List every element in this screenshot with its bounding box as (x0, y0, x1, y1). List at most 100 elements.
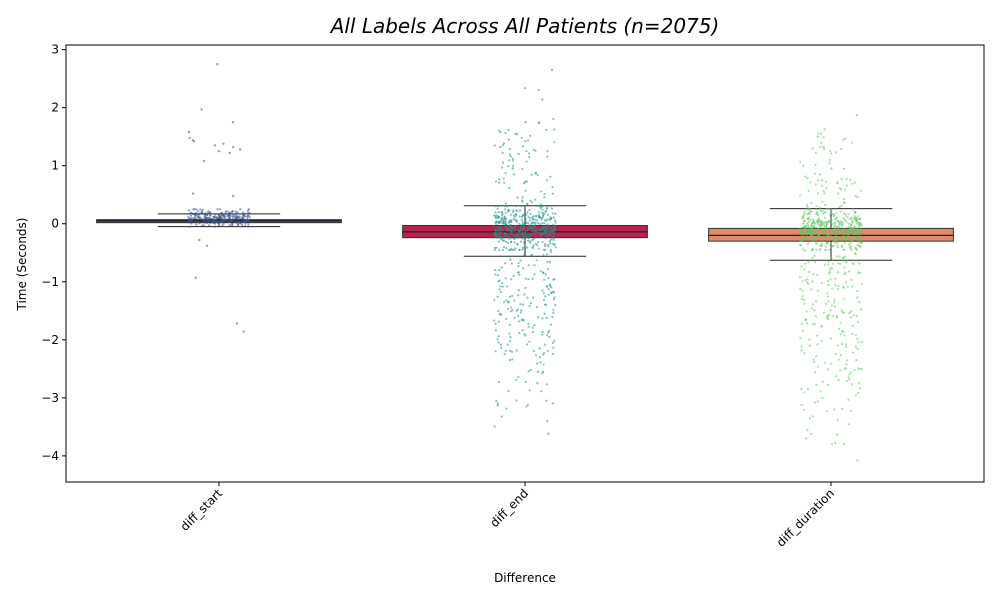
strip-point (552, 311, 555, 314)
strip-point (220, 212, 223, 215)
strip-point (810, 288, 813, 291)
strip-point (549, 248, 553, 251)
strip-point (551, 242, 554, 245)
strip-point (244, 224, 247, 227)
strip-point (827, 314, 830, 318)
strip-point (207, 219, 210, 222)
strip-point (494, 205, 497, 208)
strip-point (217, 213, 220, 217)
strip-point (536, 362, 539, 365)
outlier-point (202, 159, 206, 163)
strip-point (495, 223, 498, 226)
strip-point (546, 223, 549, 226)
strip-point (833, 227, 837, 230)
strip-point (802, 164, 805, 167)
outlier-point (228, 151, 231, 155)
strip-point (539, 236, 542, 239)
strip-point (507, 128, 510, 132)
strip-point (813, 222, 816, 225)
strip-point (803, 298, 806, 302)
strip-point (834, 241, 837, 244)
strip-point (543, 196, 546, 199)
outlier-point (217, 150, 220, 153)
strip-point (535, 306, 539, 309)
strip-point (533, 273, 536, 276)
strip-point (826, 317, 829, 320)
strip-point (805, 322, 809, 325)
strip-point (844, 137, 847, 140)
strip-point (525, 150, 528, 153)
outlier-point (542, 271, 545, 275)
strip-point (193, 208, 196, 211)
strip-point (546, 206, 549, 209)
strip-point (832, 230, 835, 233)
strip-point (820, 324, 823, 327)
strip-point (509, 255, 512, 258)
strip-point (495, 246, 498, 249)
strip-point (828, 214, 832, 217)
strip-point (508, 159, 511, 162)
strip-point (534, 230, 537, 233)
strip-point (515, 309, 518, 312)
strip-point (503, 352, 506, 356)
strip-point (856, 296, 859, 299)
strip-point (845, 220, 848, 223)
strip-point (534, 236, 537, 239)
strip-point (195, 217, 198, 220)
strip-point (553, 141, 556, 144)
strip-point (548, 231, 551, 234)
strip-point (837, 192, 840, 195)
strip-point (207, 210, 210, 213)
strip-point (859, 217, 862, 220)
strip-point (835, 212, 838, 215)
strip-point (493, 225, 496, 228)
strip-point (513, 316, 516, 319)
strip-point (531, 218, 534, 221)
strip-point (500, 238, 504, 241)
strip-point (530, 173, 533, 176)
strip-point (541, 208, 544, 212)
strip-point (525, 229, 529, 232)
strip-point (204, 220, 207, 223)
strip-point (502, 228, 505, 232)
strip-point (552, 239, 555, 242)
strip-point (816, 400, 819, 403)
strip-point (503, 239, 506, 242)
strip-point (801, 295, 804, 298)
x-tick-label: diff_duration (774, 486, 837, 549)
strip-point (836, 433, 839, 436)
outlier-point (213, 144, 216, 147)
strip-point (844, 280, 848, 283)
strip-point (532, 232, 535, 235)
strip-point (538, 211, 541, 214)
strip-point (510, 350, 514, 353)
strip-point (517, 152, 520, 155)
strip-point (822, 189, 825, 193)
strip-point (534, 232, 537, 235)
strip-point (844, 188, 847, 191)
strip-point (805, 310, 808, 313)
strip-point (224, 210, 227, 213)
strip-point (521, 145, 525, 148)
strip-point (809, 208, 812, 211)
strip-point (808, 220, 811, 223)
strip-point (536, 174, 539, 177)
strip-point (554, 212, 557, 215)
strip-point (516, 236, 519, 239)
strip-point (810, 307, 814, 310)
strip-point (510, 230, 514, 233)
strip-point (860, 230, 864, 233)
strip-point (840, 229, 843, 232)
strip-point (513, 299, 516, 302)
strip-point (498, 231, 501, 235)
strip-point (849, 316, 853, 319)
strip-point (536, 229, 540, 232)
strip-point (500, 415, 503, 418)
strip-point (552, 235, 555, 238)
strip-point (227, 220, 231, 224)
outlier-point (543, 312, 546, 315)
strip-point (803, 268, 806, 271)
strip-point (854, 345, 857, 348)
strip-point (830, 337, 833, 340)
strip-point (535, 219, 539, 222)
